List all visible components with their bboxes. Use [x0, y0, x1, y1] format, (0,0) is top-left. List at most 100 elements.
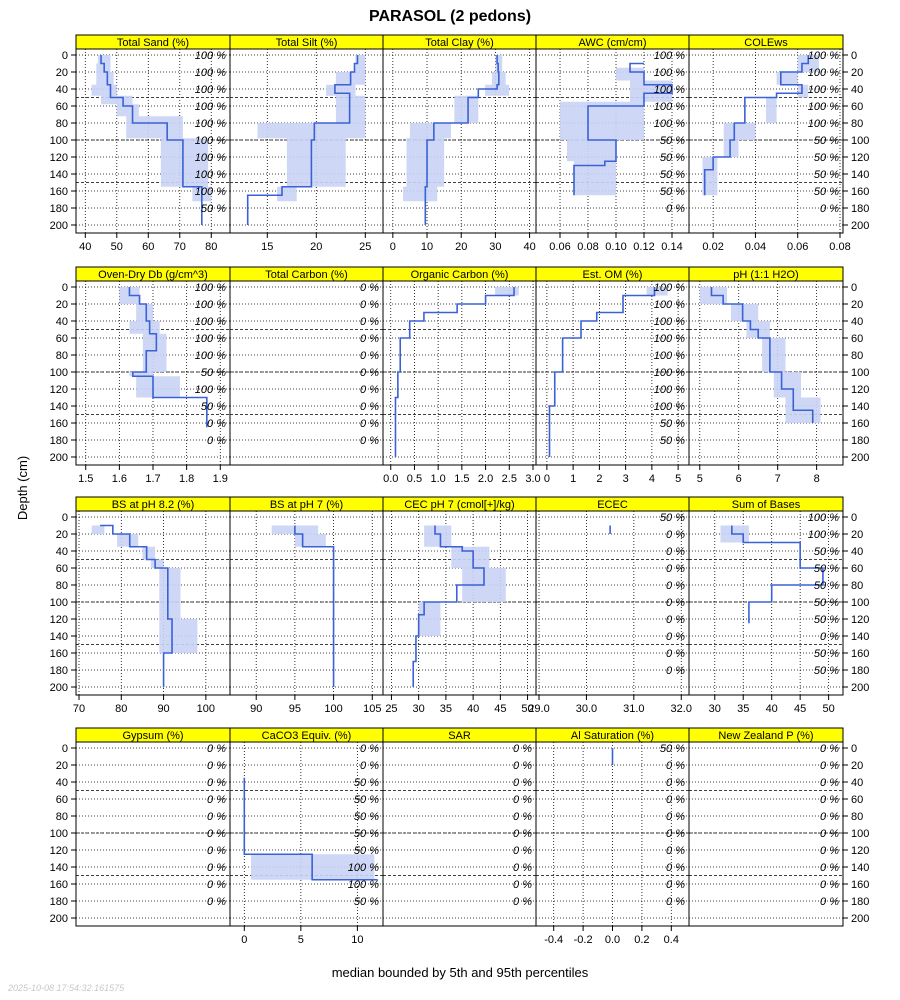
x-tick-label: 20 [455, 241, 467, 253]
panel-title: Al Saturation (%) [571, 730, 654, 742]
percent-label: 100 % [808, 101, 839, 113]
y-tick-label: 140 [50, 401, 68, 413]
x-tick-label: 10 [421, 241, 433, 253]
x-tick-label: 2.5 [502, 473, 517, 485]
panel-title: pH (1:1 H2O) [733, 269, 798, 281]
percent-label: 100 % [808, 118, 839, 130]
percent-label: 0 % [360, 418, 379, 430]
y-tick-label: 60 [851, 101, 863, 113]
percent-label: 0 % [820, 811, 839, 823]
percent-label: 0 % [666, 811, 685, 823]
percent-label: 0 % [207, 777, 226, 789]
y-tick-label: 180 [50, 665, 68, 677]
x-tick-label: 5 [298, 934, 304, 946]
percent-label: 100 % [654, 50, 685, 62]
y-tick-label: 0 [62, 512, 68, 524]
panel: BS at pH 8.2 (%) 70 80 90 100 0 20 40 60 80 100 120… [50, 496, 231, 715]
x-tick-label: 0.0 [383, 473, 398, 485]
x-tick-label: 15 [261, 241, 273, 253]
timestamp: 2025-10-08 17:54:32.161575 [7, 983, 125, 993]
panel: ECEC 50 % 0 % 0 % 0 % 0 % 0 % 0 % 0 % 0 % 0 % 29.0 3… [528, 496, 692, 715]
y-tick-label: 100 [851, 135, 869, 147]
y-tick-label: 40 [56, 777, 68, 789]
y-tick-label: 20 [56, 67, 68, 79]
y-tick-label: 180 [50, 896, 68, 908]
panel-title: Gypsum (%) [122, 730, 183, 742]
y-tick-label: 180 [851, 896, 869, 908]
percent-label: 0 % [666, 648, 685, 660]
percent-label: 0 % [513, 811, 532, 823]
percent-label: 0 % [207, 879, 226, 891]
panel: AWC (cm/cm) 100 % 100 % 100 % 100 % 100 % 50 %… [535, 34, 690, 253]
percent-label: 50 % [660, 169, 685, 181]
y-tick-label: 40 [56, 546, 68, 558]
y-tick-label: 120 [851, 845, 869, 857]
x-tick-label: 0.12 [633, 241, 654, 253]
y-tick-label: 160 [50, 418, 68, 430]
median-line [100, 524, 173, 687]
percent-label: 100 % [195, 299, 226, 311]
y-tick-label: 0 [851, 512, 857, 524]
x-tick-label: 25 [385, 703, 397, 715]
panel-title: New Zealand P (%) [718, 730, 813, 742]
x-tick-label: 0.4 [664, 934, 679, 946]
y-tick-label: 160 [50, 186, 68, 198]
panel-title: Total Silt (%) [276, 37, 338, 49]
y-tick-label: 40 [56, 84, 68, 96]
percent-label: 50 % [814, 665, 839, 677]
percent-label: 0 % [666, 794, 685, 806]
y-tick-label: 20 [56, 760, 68, 772]
percent-label: 0 % [513, 845, 532, 857]
percent-label: 50 % [354, 811, 379, 823]
x-axis-label: median bounded by 5th and 95th percentil… [332, 965, 589, 980]
median-line [243, 777, 378, 881]
y-tick-label: 100 [50, 367, 68, 379]
percent-label: 100 % [808, 50, 839, 62]
panel-frame [688, 510, 844, 696]
percent-label: 0 % [207, 811, 226, 823]
percent-label: 100 % [654, 401, 685, 413]
percentile-band [403, 55, 510, 202]
x-tick-label: 1.8 [179, 473, 194, 485]
percent-label: 0 % [513, 828, 532, 840]
percent-label: 0 % [513, 777, 532, 789]
x-tick-label: 45 [794, 703, 806, 715]
y-tick-label: 100 [851, 367, 869, 379]
percent-label: 50 % [354, 794, 379, 806]
x-tick-label: 35 [737, 703, 749, 715]
percent-label: 100 % [654, 84, 685, 96]
x-tick-label: 30 [413, 703, 425, 715]
y-tick-label: 20 [851, 529, 863, 541]
percent-label: 100 % [195, 333, 226, 345]
y-tick-label: 60 [56, 333, 68, 345]
y-tick-label: 160 [851, 879, 869, 891]
panel: New Zealand P (%) 0 % 0 % 0 % 0 % 0 % 0 % 0 % 0 … [688, 727, 869, 927]
percent-label: 0 % [820, 794, 839, 806]
percent-label: 100 % [654, 101, 685, 113]
x-tick-label: 30 [489, 241, 501, 253]
x-tick-label: 25 [359, 241, 371, 253]
x-tick-label: 90 [157, 703, 169, 715]
y-tick-label: 0 [62, 743, 68, 755]
panel: Oven-Dry Db (g/cm^3)100 %100 %100 %100 %… [50, 266, 231, 485]
y-tick-label: 80 [851, 118, 863, 130]
percent-label: 50 % [814, 546, 839, 558]
y-tick-label: 80 [56, 811, 68, 823]
panel: Organic Carbon (%) 0.0 0.5 1.0 1.5 2.0 2.5 3.0 [382, 266, 541, 485]
panel-title: CEC pH 7 (cmol[+]/kg) [404, 499, 514, 511]
y-tick-label: 40 [851, 777, 863, 789]
x-tick-label: 40 [467, 703, 479, 715]
y-tick-label: 80 [56, 118, 68, 130]
percent-label: 0 % [820, 760, 839, 772]
percent-label: 100 % [654, 384, 685, 396]
y-tick-label: 100 [50, 597, 68, 609]
panels-group: Total Sand (%)100 %100 %100 %100 %100 %1… [50, 34, 869, 946]
y-tick-label: 60 [851, 794, 863, 806]
panel-title: BS at pH 7 (%) [270, 499, 343, 511]
x-tick-label: 7 [775, 473, 781, 485]
x-tick-label: 80 [115, 703, 127, 715]
x-tick-label: 0 [544, 473, 550, 485]
percent-label: 50 % [814, 169, 839, 181]
panel-title: BS at pH 8.2 (%) [112, 499, 195, 511]
